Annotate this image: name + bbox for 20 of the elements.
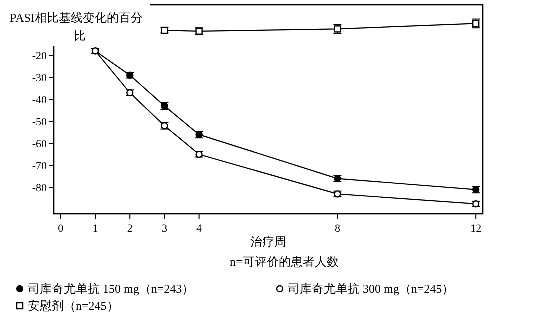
legend-label: 安慰剂（n=245） (28, 299, 119, 313)
x-tick-label: 0 (58, 223, 64, 235)
y-axis-title: PASI相比基线变化的百分比 (10, 11, 143, 43)
legend-label: 司库奇尤单抗 300 mg（n=245） (288, 282, 454, 296)
x-tick-label: 1 (92, 223, 98, 235)
x-tick-label: 3 (162, 223, 168, 235)
y-tick-label: -20 (32, 50, 48, 63)
legend-label: 司库奇尤单抗 150 mg（n=243） (28, 282, 194, 296)
y-tick-label: -60 (32, 138, 48, 151)
x-tick-label: 12 (470, 223, 482, 235)
y-tick-label: -30 (32, 72, 48, 85)
x-tick-label: 2 (127, 223, 133, 235)
x-axis-title: 治疗周 (250, 235, 286, 249)
x-tick-label: 4 (196, 223, 203, 235)
y-tick-label: -40 (32, 94, 48, 107)
text: n=可评价的患者人数 (230, 255, 339, 269)
y-tick-label: -50 (32, 116, 48, 129)
x-tick-label: 8 (334, 223, 341, 235)
y-tick-label: -70 (32, 160, 48, 173)
y-tick-label: -80 (32, 182, 48, 195)
